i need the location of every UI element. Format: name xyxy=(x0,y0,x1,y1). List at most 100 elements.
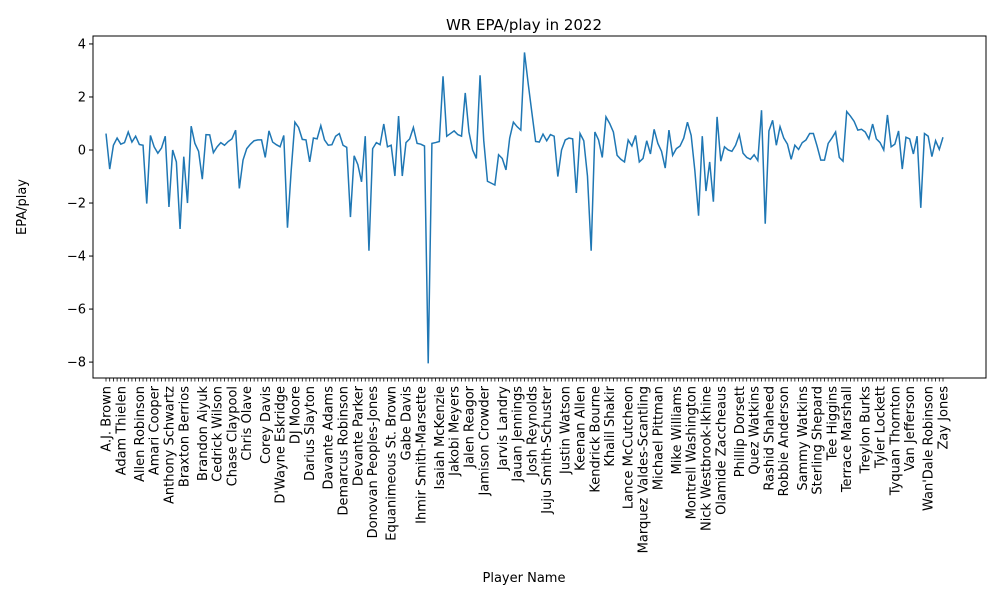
data-point xyxy=(390,144,392,146)
data-point xyxy=(624,161,626,163)
data-point xyxy=(205,134,207,136)
data-point xyxy=(420,143,422,145)
x-tick-label: Wan'Dale Robinson xyxy=(922,386,937,511)
data-point xyxy=(316,138,318,140)
data-point xyxy=(646,140,648,142)
data-point xyxy=(220,142,222,144)
data-point xyxy=(535,141,537,143)
data-point xyxy=(779,126,781,128)
data-point xyxy=(653,129,655,131)
data-point xyxy=(835,131,837,133)
data-point xyxy=(679,145,681,147)
data-point xyxy=(805,139,807,141)
x-tick-label: Anthony Schwartz xyxy=(162,386,177,504)
data-point xyxy=(605,116,607,118)
data-point xyxy=(683,137,685,139)
data-point xyxy=(461,135,463,137)
data-point xyxy=(539,141,541,143)
data-point xyxy=(898,130,900,132)
x-tick-label: Corey Davis xyxy=(259,386,274,464)
data-point xyxy=(468,131,470,133)
data-point xyxy=(227,141,229,143)
data-point xyxy=(309,161,311,163)
data-point xyxy=(235,129,237,131)
data-point xyxy=(161,147,163,149)
data-point xyxy=(772,120,774,122)
x-tick-label: Adam Thielen xyxy=(114,386,129,475)
data-point xyxy=(672,155,674,157)
data-point xyxy=(257,139,259,141)
data-point xyxy=(194,143,196,145)
data-point xyxy=(820,159,822,161)
x-tick-label: Sammy Watkins xyxy=(796,386,811,491)
data-point xyxy=(631,145,633,147)
x-tick-label: DJ Moore xyxy=(288,386,303,444)
data-point xyxy=(727,149,729,151)
x-tick-label: Quez Watkins xyxy=(748,386,763,475)
data-point xyxy=(853,121,855,123)
x-tick-label: Amari Cooper xyxy=(148,385,163,475)
data-point xyxy=(353,155,355,157)
data-point xyxy=(439,141,441,143)
data-point xyxy=(361,181,363,183)
x-tick-label: Davante Adams xyxy=(322,386,337,490)
data-point xyxy=(705,190,707,192)
data-point xyxy=(350,216,352,218)
data-point xyxy=(413,127,415,129)
data-point xyxy=(650,153,652,155)
plot-area xyxy=(93,36,986,378)
y-tick-label: 2 xyxy=(78,90,86,105)
data-point xyxy=(909,138,911,140)
data-point xyxy=(576,192,578,194)
data-point xyxy=(442,75,444,77)
x-tick-label: Juju Smith-Schuster xyxy=(540,385,555,514)
data-point xyxy=(242,159,244,161)
data-point xyxy=(868,138,870,140)
x-tick-label: Jarvis Landry xyxy=(496,386,511,471)
data-point xyxy=(490,182,492,184)
data-point xyxy=(594,131,596,133)
data-point xyxy=(250,143,252,145)
data-point xyxy=(583,140,585,142)
data-point xyxy=(146,203,148,205)
data-point xyxy=(720,160,722,162)
data-point xyxy=(131,141,133,143)
data-point xyxy=(901,168,903,170)
x-axis-label: Player Name xyxy=(483,571,566,586)
data-point xyxy=(290,170,292,172)
x-tick-label: Sterling Shepard xyxy=(811,386,826,495)
data-point xyxy=(731,151,733,153)
data-point xyxy=(276,144,278,146)
x-tick-label: Van Jefferson xyxy=(903,386,918,471)
data-point xyxy=(224,144,226,146)
data-point xyxy=(153,146,155,148)
data-point xyxy=(168,206,170,208)
data-point xyxy=(890,146,892,148)
data-point xyxy=(572,138,574,140)
x-tick-label: Montrell Washington xyxy=(685,386,700,519)
data-point xyxy=(839,157,841,159)
chart-title: WR EPA/play in 2022 xyxy=(446,16,602,34)
data-point xyxy=(557,176,559,178)
data-point xyxy=(494,184,496,186)
data-point xyxy=(553,135,555,137)
data-point xyxy=(198,151,200,153)
data-point xyxy=(142,144,144,146)
data-point xyxy=(842,160,844,162)
data-point xyxy=(342,144,344,146)
x-tick-label: Devante Parker xyxy=(351,385,366,486)
data-point xyxy=(479,74,481,76)
data-point xyxy=(676,148,678,150)
data-point xyxy=(590,250,592,252)
data-point xyxy=(613,131,615,133)
data-point xyxy=(924,133,926,135)
data-point xyxy=(157,152,159,154)
data-point xyxy=(216,146,218,148)
data-point xyxy=(327,144,329,146)
data-point xyxy=(313,137,315,139)
data-point xyxy=(876,138,878,140)
data-point xyxy=(709,161,711,163)
data-point xyxy=(642,158,644,160)
data-point xyxy=(827,143,829,145)
